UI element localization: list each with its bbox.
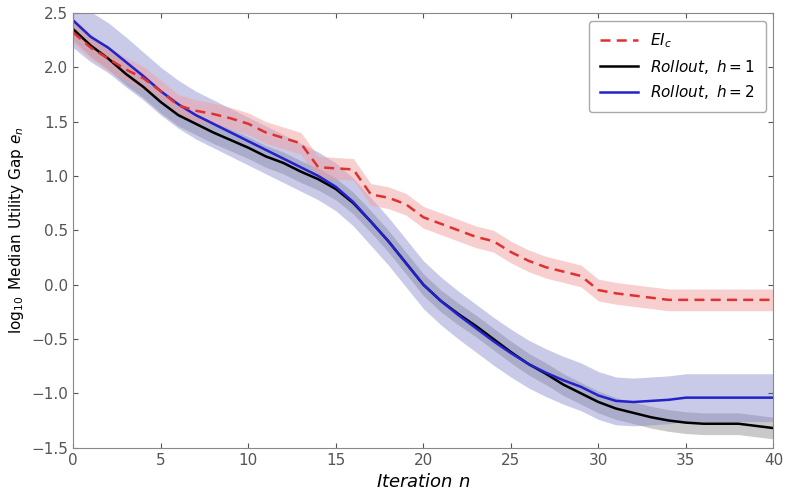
Y-axis label: $\log_{10}$ Median Utility Gap $e_n$: $\log_{10}$ Median Utility Gap $e_n$ — [7, 126, 26, 334]
X-axis label: Iteration $n$: Iteration $n$ — [376, 473, 471, 491]
Legend: $EI_c$, $Rollout,\ h = 1$, $Rollout,\ h = 2$: $EI_c$, $Rollout,\ h = 1$, $Rollout,\ h … — [589, 20, 766, 112]
